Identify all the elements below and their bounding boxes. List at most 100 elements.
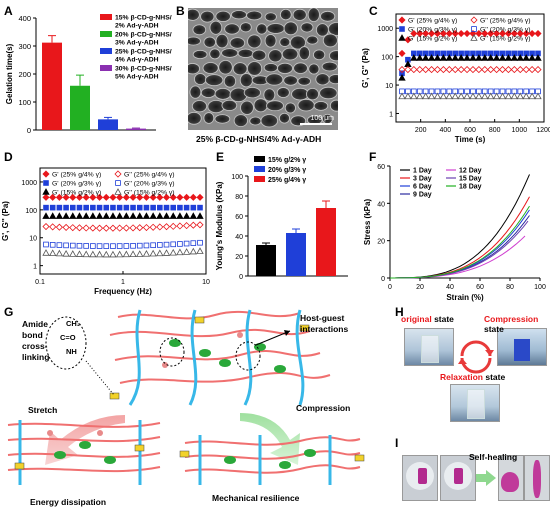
data-point xyxy=(189,193,197,201)
sem-pore xyxy=(297,76,311,86)
data-point xyxy=(162,212,171,219)
series-0 xyxy=(42,193,204,201)
x-tick-label: 80 xyxy=(506,284,514,291)
data-point xyxy=(129,250,137,258)
legend-entry: G' (20% g/3% γ) xyxy=(408,27,457,34)
data-point xyxy=(457,66,465,74)
data-point xyxy=(95,224,104,232)
host-guest-label: Host-guest interactions xyxy=(300,313,349,334)
y-tick-label: 40 xyxy=(377,201,385,208)
data-point xyxy=(116,243,123,249)
legend-marker xyxy=(470,34,478,41)
legend-marker xyxy=(114,188,122,195)
data-point xyxy=(427,29,436,38)
self-healing-arrow xyxy=(476,470,496,486)
network-compressed xyxy=(179,435,365,485)
data-point xyxy=(42,222,50,231)
data-point xyxy=(487,66,495,74)
data-point xyxy=(183,240,190,247)
legend-entry: G' (25% g/4% γ) xyxy=(408,18,457,25)
legend-entry: 12 Day xyxy=(459,168,482,175)
legend-entry: G'' (25% g/4% γ) xyxy=(124,172,175,179)
sem-pore xyxy=(214,114,231,124)
data-point xyxy=(416,66,424,74)
data-point xyxy=(62,212,70,219)
data-point xyxy=(404,66,412,74)
y-tick-label: 200 xyxy=(18,70,31,79)
data-point xyxy=(183,222,191,230)
sem-pore xyxy=(215,33,229,49)
series-3 xyxy=(398,66,542,74)
data-point xyxy=(89,250,97,258)
data-point xyxy=(516,92,524,100)
legend-entry: 30% β-CD-g-NHS/5% Ad-γ-ADH xyxy=(115,66,172,81)
data-point xyxy=(439,66,447,74)
data-point xyxy=(169,193,177,201)
y-tick-label: 60 xyxy=(377,164,385,171)
data-point xyxy=(62,193,70,201)
legend-entry: 18 Day xyxy=(459,184,482,191)
data-point xyxy=(163,204,170,211)
data-point xyxy=(183,193,191,201)
data-point xyxy=(498,66,507,74)
data-point xyxy=(82,224,90,232)
sem-pore xyxy=(189,85,202,99)
data-point xyxy=(129,212,137,219)
data-point xyxy=(475,54,483,61)
data-point xyxy=(481,92,489,100)
photo-dish-2 xyxy=(440,455,476,501)
legend-swatch xyxy=(100,31,112,37)
sem-pore xyxy=(319,86,338,100)
data-point xyxy=(451,29,459,38)
data-point xyxy=(162,249,171,256)
data-point xyxy=(487,54,495,61)
legend-marker xyxy=(471,26,477,32)
compression-label: Compression xyxy=(296,403,351,413)
data-point xyxy=(76,242,83,249)
data-point xyxy=(49,242,56,248)
data-point xyxy=(510,29,518,38)
data-point xyxy=(398,49,406,57)
sem-pore xyxy=(306,87,320,101)
legend-line: 20% β-CD-g-NHS/ xyxy=(115,32,172,39)
sem-pore xyxy=(184,63,200,75)
data-point xyxy=(522,92,530,100)
chart-a-gelation-time: 0 100 200 300 400 Gelation time(s) 15% β-CD-g-… xyxy=(5,14,172,135)
data-point xyxy=(123,243,130,249)
data-point xyxy=(176,222,184,230)
y-tick-label: 100 xyxy=(18,98,31,107)
data-point xyxy=(197,239,203,246)
data-point xyxy=(451,66,459,74)
sem-pore xyxy=(263,63,279,73)
data-point xyxy=(445,54,453,61)
data-point xyxy=(433,54,442,61)
data-point xyxy=(498,29,507,38)
data-point xyxy=(149,249,157,257)
data-point xyxy=(156,193,164,201)
data-point xyxy=(89,212,97,219)
data-point xyxy=(463,92,471,100)
legend-line: 30% β-CD-g-NHS/ xyxy=(115,66,172,73)
data-point xyxy=(504,29,513,38)
data-point xyxy=(169,248,177,256)
sem-pore xyxy=(185,8,200,21)
data-point xyxy=(481,54,489,61)
sem-pore xyxy=(232,62,248,76)
x-tick-label: 800 xyxy=(489,127,501,134)
compression-state-label: Compression state xyxy=(484,314,550,334)
data-point xyxy=(75,212,84,219)
data-point xyxy=(528,66,536,74)
sem-pore xyxy=(243,86,261,99)
data-point xyxy=(75,193,84,201)
data-point xyxy=(469,54,477,61)
bar xyxy=(98,119,118,130)
data-point xyxy=(42,212,50,219)
data-point xyxy=(96,243,103,249)
data-point xyxy=(510,66,518,74)
data-point xyxy=(498,92,507,100)
x-tick-label: 20 xyxy=(416,284,424,291)
data-point xyxy=(493,29,501,38)
data-point xyxy=(469,66,477,74)
data-point xyxy=(421,54,430,61)
data-point xyxy=(463,54,471,61)
